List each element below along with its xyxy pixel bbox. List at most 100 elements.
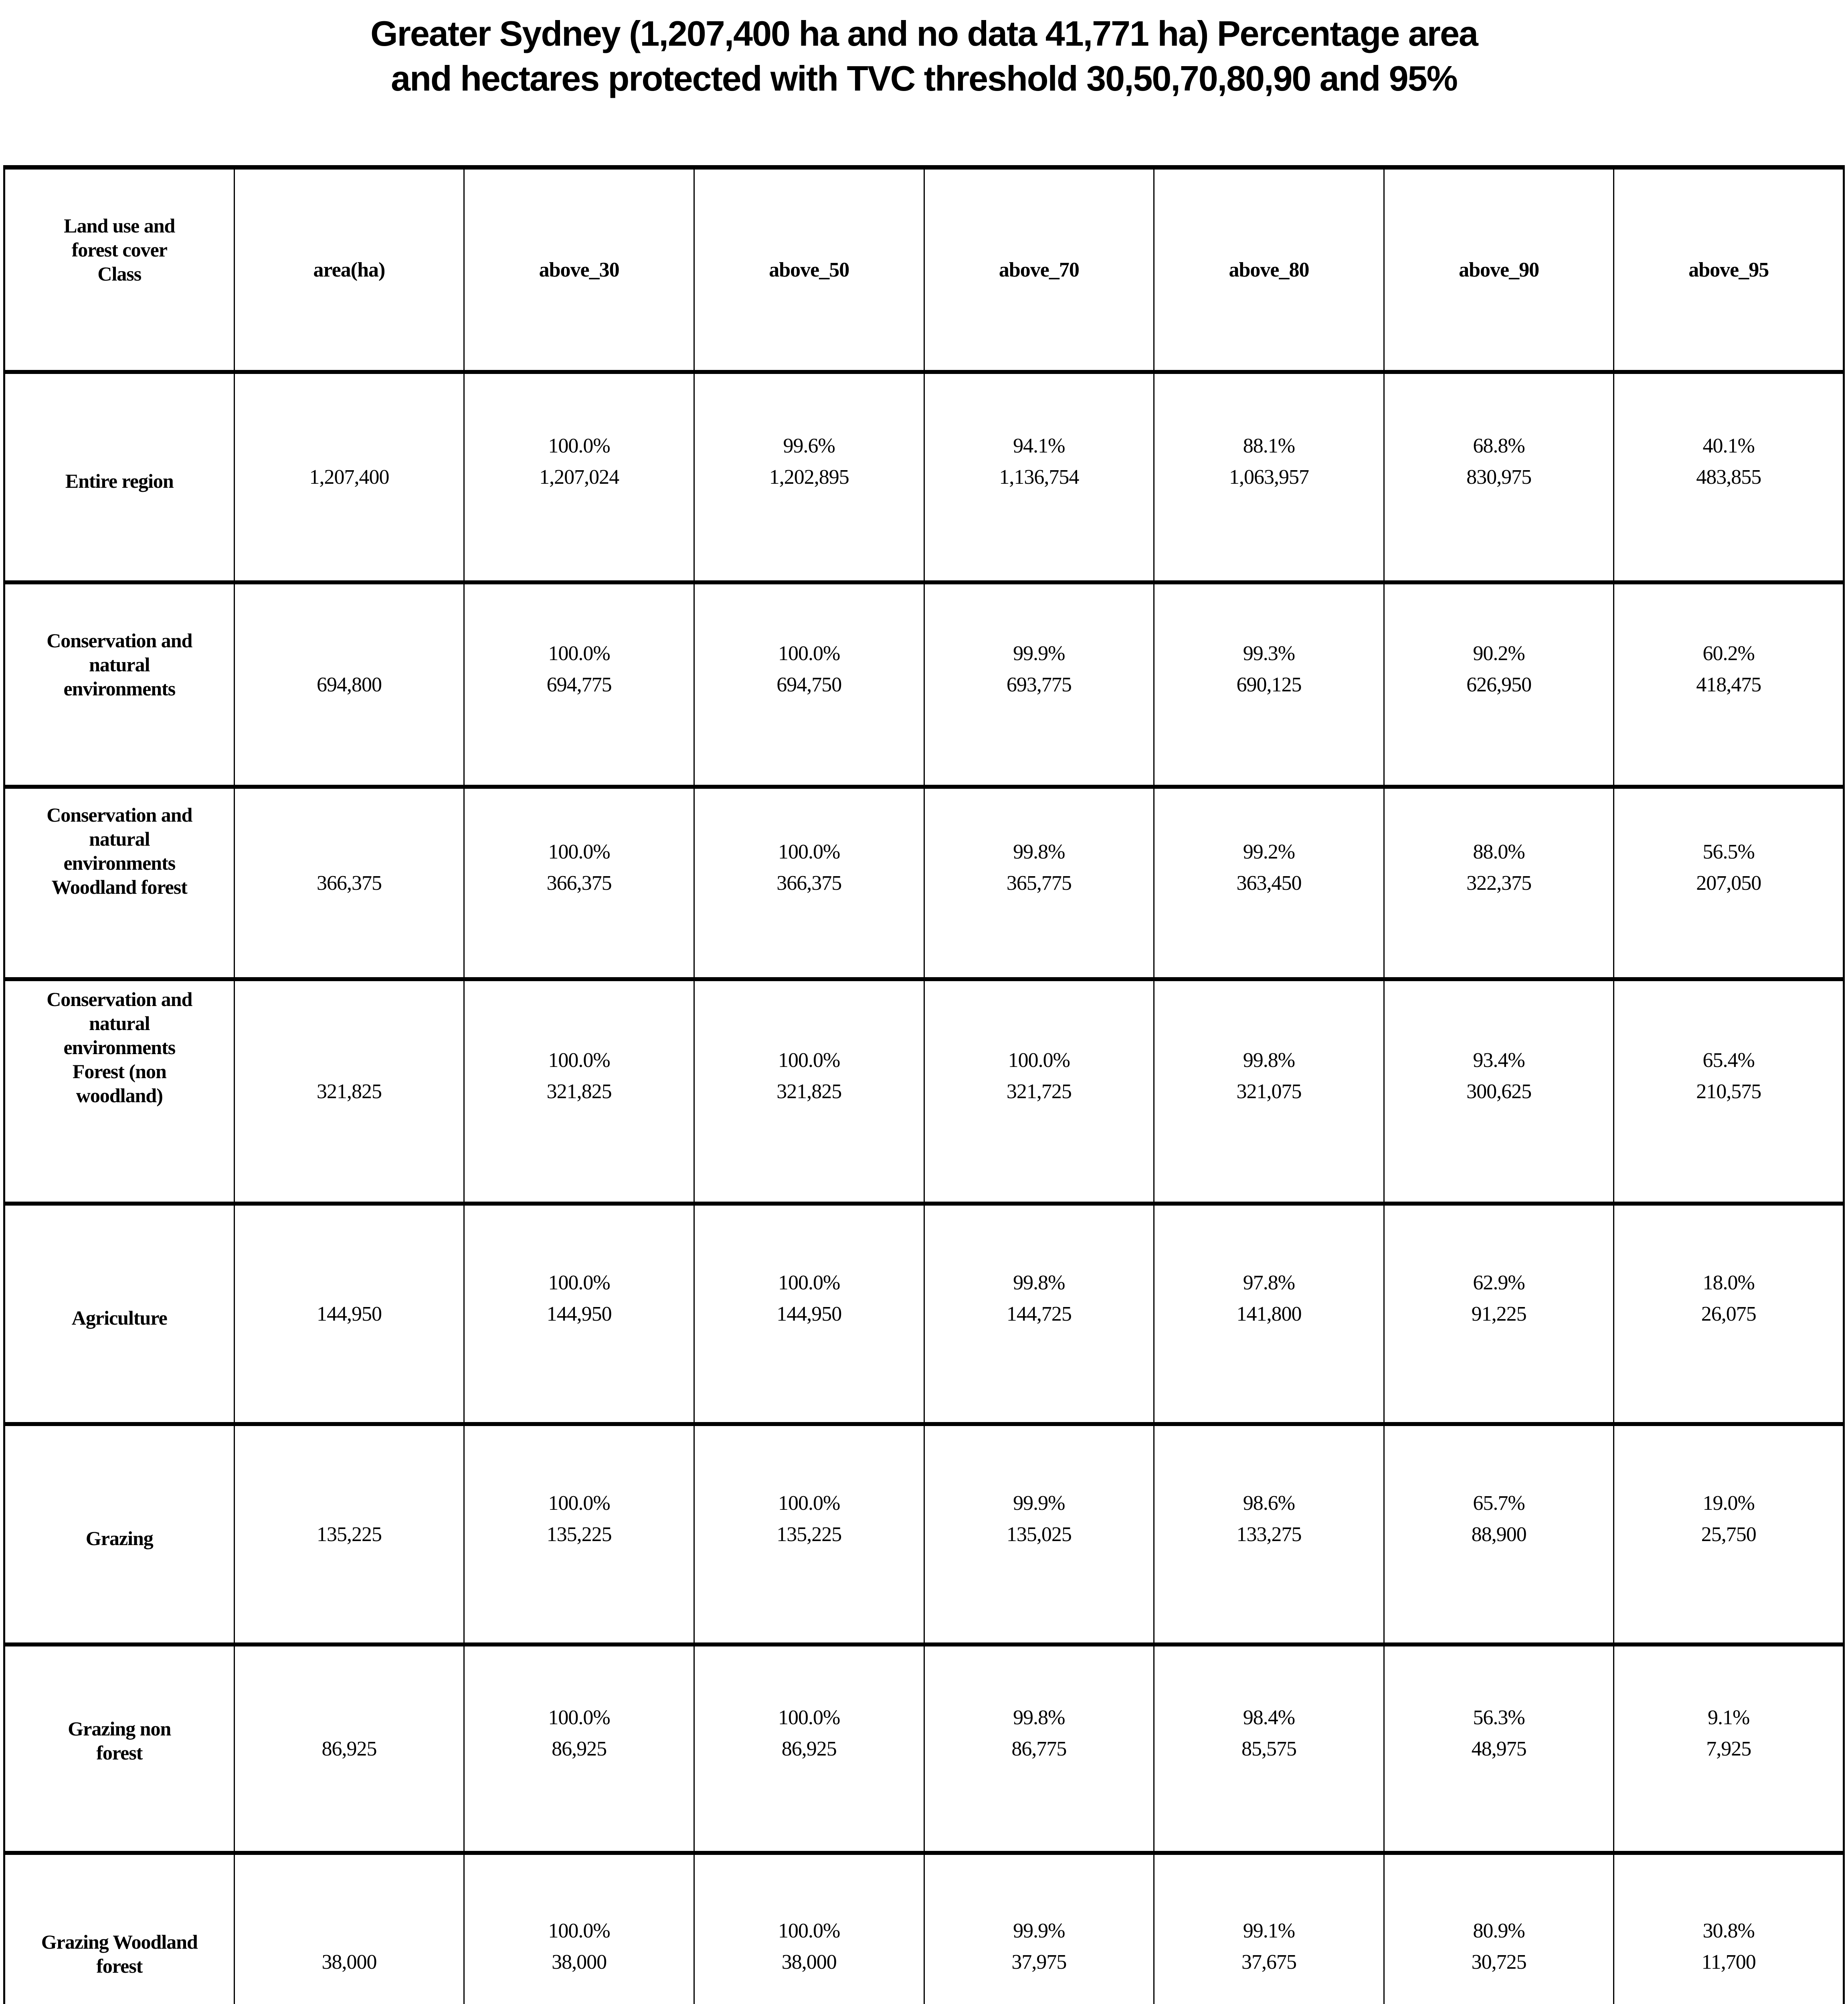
row-label: Conservation and natural environments: [47, 629, 192, 700]
hectares-value: 91,225: [1471, 1302, 1527, 1325]
table-row: Grazing Woodland forest 38,000 100.0% 38,00…: [4, 1850, 1844, 2004]
area-value: 135,225: [316, 1523, 382, 1546]
hectares-value: 321,825: [546, 1080, 612, 1103]
row-value-cell: 100.0% 1,207,024: [463, 370, 695, 583]
row-value-cell: 30.8% 11,700: [1613, 1850, 1844, 2004]
row-value-cell: 99.8% 86,775: [923, 1642, 1155, 1853]
hectares-value: 694,775: [546, 673, 612, 696]
row-value-cell: 98.4% 85,575: [1153, 1642, 1385, 1853]
row-value-cell: 99.6% 1,202,895: [693, 370, 925, 583]
row-value-cell: 99.8% 321,075: [1153, 977, 1385, 1204]
row-value-cell: 65.7% 88,900: [1383, 1422, 1615, 1645]
percent-value: 100.0%: [778, 642, 840, 665]
percent-value: 99.9%: [1013, 1919, 1065, 1942]
hectares-value: 85,575: [1241, 1737, 1297, 1760]
hectares-value: 1,063,957: [1229, 466, 1309, 489]
area-value: 38,000: [321, 1951, 377, 1974]
area-value: 366,375: [316, 871, 382, 895]
percent-value: 98.4%: [1243, 1706, 1295, 1729]
row-label: Grazing: [85, 1527, 154, 1549]
row-label-cell: Entire region: [4, 370, 235, 583]
row-label-cell: Agriculture: [4, 1201, 235, 1424]
row-value-cell: 99.9% 37,975: [923, 1850, 1155, 2004]
row-value-cell: 88.1% 1,063,957: [1153, 370, 1385, 583]
table-body: Entire region 1,207,400 100.0% 1,207,024 99.…: [4, 370, 1844, 2004]
row-value-cell: 99.1% 37,675: [1153, 1850, 1385, 2004]
row-value-cell: 100.0% 135,225: [463, 1422, 695, 1645]
row-label: Conservation and natural environments Wo…: [47, 803, 192, 898]
percent-value: 100.0%: [548, 840, 610, 863]
percent-value: 100.0%: [778, 1919, 840, 1942]
percent-value: 100.0%: [778, 1048, 840, 1072]
row-value-cell: 100.0% 86,925: [693, 1642, 925, 1853]
percent-value: 88.1%: [1243, 434, 1295, 457]
row-value-cell: 98.6% 133,275: [1153, 1422, 1385, 1645]
hectares-value: 207,050: [1696, 871, 1761, 895]
header-above-30: above_30: [463, 165, 695, 372]
hectares-value: 322,375: [1466, 871, 1532, 895]
percent-value: 93.4%: [1473, 1048, 1525, 1072]
percent-value: 40.1%: [1702, 434, 1755, 457]
row-value-cell: 100.0% 694,775: [463, 580, 695, 787]
row-area-cell: 694,800: [233, 580, 465, 787]
row-value-cell: 99.3% 690,125: [1153, 580, 1385, 787]
row-value-cell: 60.2% 418,475: [1613, 580, 1844, 787]
hectares-value: 37,975: [1011, 1951, 1067, 1974]
row-value-cell: 99.2% 363,450: [1153, 784, 1385, 980]
header-above-50: above_50: [693, 165, 925, 372]
row-value-cell: 90.2% 626,950: [1383, 580, 1615, 787]
row-value-cell: 100.0% 694,750: [693, 580, 925, 787]
hectares-value: 1,207,024: [539, 466, 619, 489]
table-header: Land use and forest cover Class area(ha)…: [4, 165, 1844, 372]
row-value-cell: 100.0% 321,725: [923, 977, 1155, 1204]
percent-value: 99.2%: [1243, 840, 1295, 863]
hectares-value: 86,775: [1011, 1737, 1067, 1760]
row-value-cell: 56.3% 48,975: [1383, 1642, 1615, 1853]
table-row: Grazing 135,225 100.0% 135,225 100.0% 135,225…: [4, 1422, 1844, 1645]
table-row: Conservation and natural environments 694…: [4, 580, 1844, 787]
header-area: area(ha): [233, 165, 465, 372]
table-row: Conservation and natural environments Wo…: [4, 784, 1844, 980]
land-use-table: Land use and forest cover Class area(ha)…: [3, 165, 1845, 2004]
row-value-cell: 9.1% 7,925: [1613, 1642, 1844, 1853]
table-row: Entire region 1,207,400 100.0% 1,207,024 99.…: [4, 370, 1844, 583]
percent-value: 88.0%: [1473, 840, 1525, 863]
hectares-value: 321,725: [1006, 1080, 1072, 1103]
header-above-80: above_80: [1153, 165, 1385, 372]
row-value-cell: 97.8% 141,800: [1153, 1201, 1385, 1424]
row-value-cell: 80.9% 30,725: [1383, 1850, 1615, 2004]
row-area-cell: 144,950: [233, 1201, 465, 1424]
hectares-value: 38,000: [552, 1951, 607, 1974]
hectares-value: 1,136,754: [999, 466, 1079, 489]
percent-value: 99.8%: [1243, 1048, 1295, 1072]
table-header-row: Land use and forest cover Class area(ha)…: [4, 165, 1844, 372]
percent-value: 65.4%: [1702, 1048, 1755, 1072]
percent-value: 56.3%: [1473, 1706, 1525, 1729]
row-value-cell: 100.0% 144,950: [693, 1201, 925, 1424]
area-value: 694,800: [316, 673, 382, 696]
percent-value: 99.9%: [1013, 1491, 1065, 1515]
percent-value: 100.0%: [548, 1048, 610, 1072]
row-area-cell: 135,225: [233, 1422, 465, 1645]
row-value-cell: 94.1% 1,136,754: [923, 370, 1155, 583]
hectares-value: 300,625: [1466, 1080, 1532, 1103]
hectares-value: 366,375: [546, 871, 612, 895]
row-value-cell: 99.8% 365,775: [923, 784, 1155, 980]
page-title-line2: and hectares protected with TVC threshol…: [391, 59, 1458, 98]
row-value-cell: 100.0% 86,925: [463, 1642, 695, 1853]
percent-value: 100.0%: [778, 1491, 840, 1515]
row-label: Conservation and natural environments Fo…: [47, 988, 192, 1107]
percent-value: 99.6%: [783, 434, 835, 457]
percent-value: 98.6%: [1243, 1491, 1295, 1515]
row-area-cell: 38,000: [233, 1850, 465, 2004]
row-label-cell: Grazing non forest: [4, 1642, 235, 1853]
hectares-value: 144,950: [546, 1302, 612, 1325]
header-class: Land use and forest cover Class: [4, 165, 235, 372]
percent-value: 19.0%: [1702, 1491, 1755, 1515]
percent-value: 18.0%: [1702, 1271, 1755, 1294]
row-value-cell: 68.8% 830,975: [1383, 370, 1615, 583]
percent-value: 9.1%: [1708, 1706, 1750, 1729]
percent-value: 99.8%: [1013, 1706, 1065, 1729]
percent-value: 100.0%: [1008, 1048, 1070, 1072]
percent-value: 99.8%: [1013, 1271, 1065, 1294]
